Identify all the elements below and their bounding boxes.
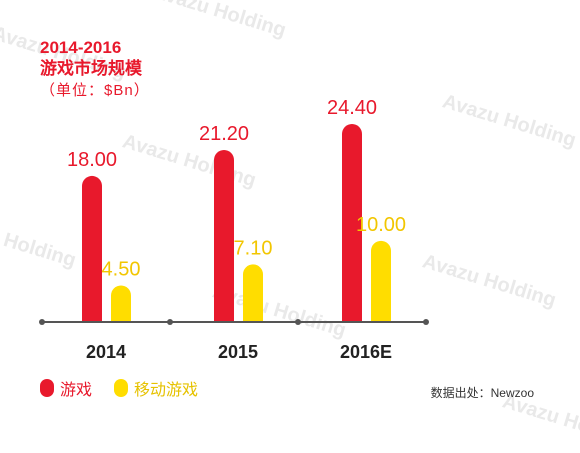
source-note: 数据出处：Newzoo xyxy=(431,384,534,401)
legend-swatch-mobile-games xyxy=(114,379,128,397)
bar-games-2015 xyxy=(214,150,234,322)
data-label-mobile-games-2014: 4.50 xyxy=(102,258,141,280)
bar-mobile-games-2016E xyxy=(371,241,391,322)
x-axis-tick-2 xyxy=(295,319,301,325)
bar-mobile-games-2015 xyxy=(243,264,263,322)
x-tick-label-2015: 2015 xyxy=(218,342,258,362)
data-label-mobile-games-2015: 7.10 xyxy=(234,237,273,259)
data-label-mobile-games-2016E: 10.00 xyxy=(356,214,406,236)
legend-label-games: 游戏 xyxy=(60,376,92,400)
data-label-games-2015: 21.20 xyxy=(199,123,249,145)
x-axis-tick-0 xyxy=(39,319,45,325)
legend-item-games: 游戏 xyxy=(40,376,92,400)
legend-swatch-games xyxy=(40,379,54,397)
legend-item-mobile-games: 移动游戏 xyxy=(114,376,198,400)
legend: 游戏 移动游戏 xyxy=(40,376,220,400)
x-tick-label-2014: 2014 xyxy=(86,342,126,362)
bar-mobile-games-2014 xyxy=(111,285,131,322)
x-axis-tick-1 xyxy=(167,319,173,325)
bar-games-2014 xyxy=(82,176,102,322)
x-tick-label-2016E: 2016E xyxy=(340,342,392,362)
x-axis-tick-3 xyxy=(423,319,429,325)
data-label-games-2016E: 24.40 xyxy=(327,97,377,119)
data-label-games-2014: 18.00 xyxy=(67,149,117,171)
legend-label-mobile-games: 移动游戏 xyxy=(134,376,198,400)
